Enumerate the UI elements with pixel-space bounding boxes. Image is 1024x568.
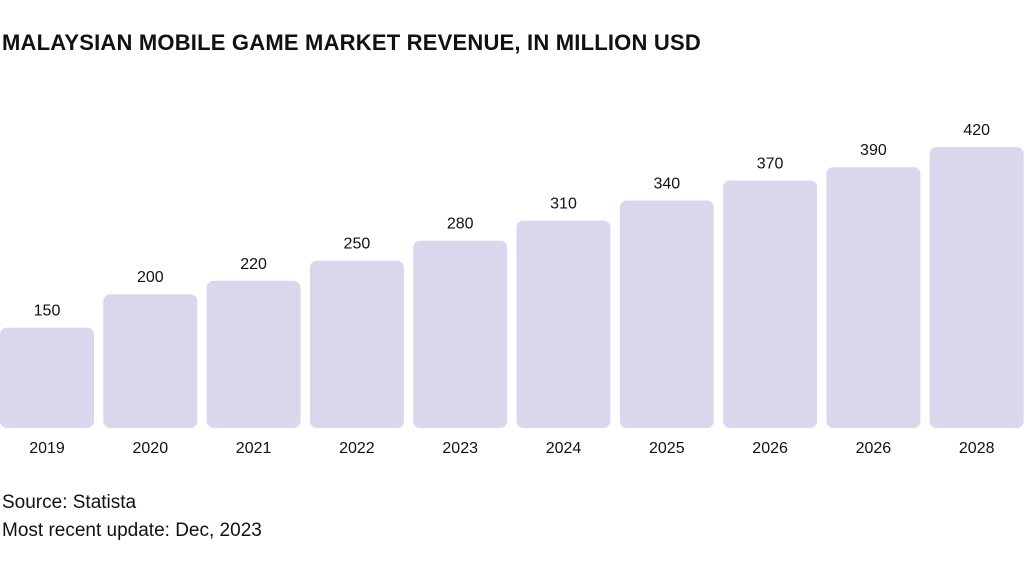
value-label-2: 220 bbox=[240, 256, 267, 273]
value-label-1: 200 bbox=[137, 269, 164, 286]
bar-2 bbox=[206, 280, 301, 428]
bar-7 bbox=[723, 180, 818, 428]
value-label-3: 250 bbox=[344, 236, 371, 253]
bar-5 bbox=[516, 220, 611, 428]
category-label-8: 2026 bbox=[856, 440, 892, 457]
value-label-7: 370 bbox=[757, 156, 784, 173]
value-label-9: 420 bbox=[963, 122, 990, 139]
category-label-6: 2025 bbox=[649, 440, 685, 457]
bar-9 bbox=[929, 147, 1024, 428]
update-note: Most recent update: Dec, 2023 bbox=[2, 520, 262, 541]
category-label-2: 2021 bbox=[236, 440, 272, 457]
source-note: Source: Statista bbox=[2, 492, 137, 513]
bar-6 bbox=[619, 200, 714, 428]
bar-1 bbox=[103, 294, 198, 428]
value-label-5: 310 bbox=[550, 196, 577, 213]
bar-8 bbox=[826, 167, 921, 428]
category-label-0: 2019 bbox=[29, 440, 65, 457]
value-label-0: 150 bbox=[34, 303, 61, 320]
category-label-1: 2020 bbox=[133, 440, 169, 457]
category-label-5: 2024 bbox=[546, 440, 582, 457]
bar-4 bbox=[413, 240, 508, 428]
value-label-4: 280 bbox=[447, 216, 474, 233]
value-label-8: 390 bbox=[860, 142, 887, 159]
value-label-6: 340 bbox=[653, 176, 680, 193]
category-label-3: 2022 bbox=[339, 440, 375, 457]
category-label-9: 2028 bbox=[959, 440, 995, 457]
bar-3 bbox=[309, 260, 404, 428]
bar-0 bbox=[0, 327, 94, 428]
category-label-4: 2023 bbox=[442, 440, 478, 457]
category-label-7: 2026 bbox=[752, 440, 788, 457]
chart-title: MALAYSIAN MOBILE GAME MARKET REVENUE, IN… bbox=[2, 30, 701, 55]
